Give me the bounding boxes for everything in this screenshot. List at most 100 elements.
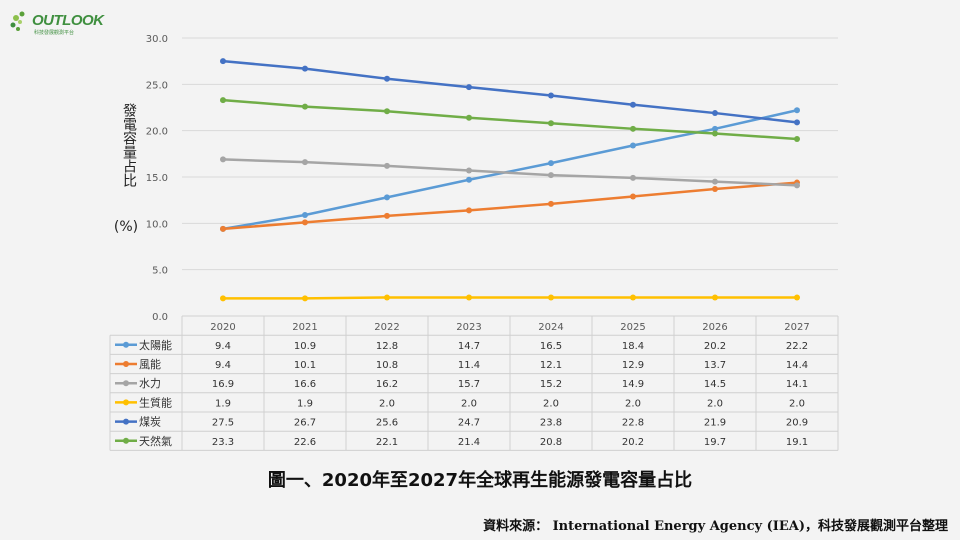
data-point xyxy=(302,65,308,72)
data-label: 9.4 xyxy=(215,341,231,352)
data-label: 22.6 xyxy=(294,437,316,448)
data-point xyxy=(712,294,718,301)
data-label: 20.2 xyxy=(622,437,644,448)
data-point xyxy=(794,294,800,301)
y-axis-unit: (%) xyxy=(113,219,139,235)
data-label: 22.1 xyxy=(376,437,398,448)
data-label: 22.2 xyxy=(786,341,808,352)
data-point xyxy=(548,120,554,127)
data-point xyxy=(302,211,308,218)
x-tick-label: 2022 xyxy=(374,322,399,333)
x-tick-label: 2026 xyxy=(702,322,727,333)
data-label: 14.5 xyxy=(704,379,726,390)
data-point xyxy=(712,125,718,132)
series-line xyxy=(222,158,798,187)
data-point xyxy=(712,110,718,117)
data-point xyxy=(630,125,636,132)
legend-entry: 風能 xyxy=(139,357,161,371)
data-label: 9.4 xyxy=(215,360,231,371)
legend-entry: 煤炭 xyxy=(139,416,161,429)
data-point xyxy=(466,114,472,121)
series-line xyxy=(223,296,797,300)
data-label: 11.4 xyxy=(458,360,480,371)
x-tick-label: 2027 xyxy=(784,322,809,333)
data-label: 16.6 xyxy=(294,379,316,390)
data-point xyxy=(712,130,718,137)
data-point xyxy=(548,160,554,167)
data-point xyxy=(548,172,554,179)
outlook-logo: OUTLOOK 科技發展觀測平台 xyxy=(8,8,118,38)
data-point xyxy=(220,58,226,65)
x-tick-label: 2021 xyxy=(292,322,317,333)
data-label: 19.7 xyxy=(704,437,726,448)
data-label: 12.9 xyxy=(622,360,644,371)
data-point xyxy=(220,97,226,104)
data-label: 2.0 xyxy=(789,398,805,409)
y-tick-label: 15.0 xyxy=(146,173,168,184)
data-label: 27.5 xyxy=(212,418,234,429)
data-point xyxy=(630,101,636,108)
legend-key-marker xyxy=(123,399,129,406)
data-point xyxy=(466,84,472,91)
legend-key-marker xyxy=(123,380,129,387)
data-point xyxy=(794,136,800,143)
data-point xyxy=(384,162,390,169)
data-point xyxy=(384,294,390,301)
source-note: 資料來源： International Energy Agency (IEA)，… xyxy=(483,519,948,534)
data-label: 1.9 xyxy=(297,398,313,409)
data-point xyxy=(794,107,800,114)
x-tick-label: 2025 xyxy=(620,322,645,333)
data-label: 16.9 xyxy=(212,379,234,390)
legend-key-marker xyxy=(123,437,129,444)
legend-entry: 太陽能 xyxy=(139,338,172,352)
data-label: 22.8 xyxy=(622,418,644,429)
data-label: 13.7 xyxy=(704,360,726,371)
data-label: 10.9 xyxy=(294,341,316,352)
legend-key-marker xyxy=(123,418,129,425)
x-tick-label: 2020 xyxy=(210,322,235,333)
data-label: 23.8 xyxy=(540,418,562,429)
data-point xyxy=(384,108,390,115)
x-tick-label: 2024 xyxy=(538,322,563,333)
x-tick-label: 2023 xyxy=(456,322,481,333)
data-label: 21.9 xyxy=(704,418,726,429)
data-point xyxy=(220,225,226,232)
series-line xyxy=(222,109,798,231)
data-point xyxy=(220,295,226,302)
data-label: 12.1 xyxy=(540,360,562,371)
data-point xyxy=(302,159,308,166)
data-point xyxy=(630,193,636,200)
data-label: 10.1 xyxy=(294,360,316,371)
data-label: 25.6 xyxy=(376,418,398,429)
legend-entry: 水力 xyxy=(139,377,161,390)
data-point xyxy=(384,75,390,82)
data-label: 2.0 xyxy=(543,398,559,409)
data-label: 21.4 xyxy=(458,437,480,448)
data-point xyxy=(302,103,308,110)
data-label: 16.5 xyxy=(540,341,562,352)
data-label: 20.8 xyxy=(540,437,562,448)
legend-entry: 生質能 xyxy=(139,395,172,409)
data-point xyxy=(630,142,636,149)
data-point xyxy=(712,178,718,185)
logo-subtext: 科技發展觀測平台 xyxy=(34,30,75,36)
legend-key-marker xyxy=(123,361,129,367)
data-label: 20.2 xyxy=(704,341,726,352)
data-label: 14.4 xyxy=(786,360,808,371)
figure-caption: 圖一、2020年至2027年全球再生能源發電容量占比 xyxy=(267,470,693,491)
data-label: 2.0 xyxy=(461,398,477,409)
data-label: 2.0 xyxy=(625,398,641,409)
data-label: 14.1 xyxy=(786,379,808,390)
data-point xyxy=(794,182,800,189)
data-label: 2.0 xyxy=(707,398,723,409)
data-label: 20.9 xyxy=(786,418,808,429)
data-point xyxy=(794,119,800,126)
data-point xyxy=(384,212,390,219)
logo-leaf-icon xyxy=(10,11,25,31)
data-label: 14.9 xyxy=(622,379,644,390)
legend-key-marker xyxy=(123,341,129,348)
y-tick-label: 20.0 xyxy=(146,127,168,138)
data-label: 23.3 xyxy=(212,437,234,448)
y-tick-label: 0.0 xyxy=(152,312,168,323)
